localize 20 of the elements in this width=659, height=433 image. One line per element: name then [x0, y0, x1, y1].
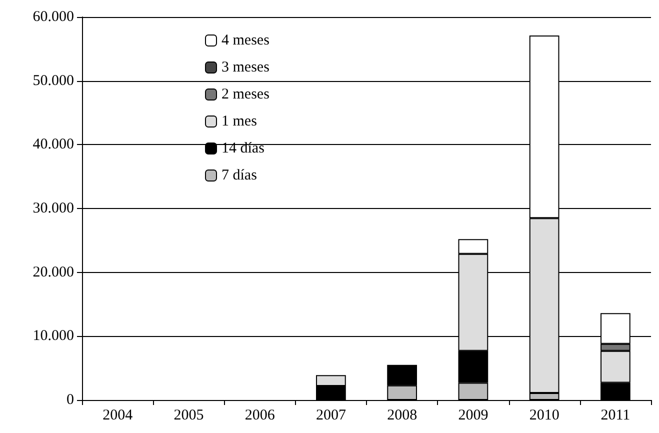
y-tick-label: 20.000 — [32, 264, 74, 280]
legend-label: 3 meses — [222, 60, 270, 76]
y-tick-label: 40.000 — [32, 136, 74, 153]
x-tick-label: 2009 — [458, 408, 488, 424]
legend-label: 1 mes — [222, 114, 258, 130]
y-tick-label: 30.000 — [32, 200, 74, 216]
y-tick-label: 60.000 — [32, 9, 74, 25]
legend-label: 2 meses — [222, 86, 270, 102]
x-tick-label: 2007 — [316, 408, 346, 424]
x-tick-label: 2004 — [102, 408, 134, 424]
x-tick-label: 2005 — [174, 408, 204, 424]
legend-label: 4 meses — [222, 32, 270, 48]
x-tick-label: 2010 — [529, 408, 560, 424]
y-tick-label: 50.000 — [32, 72, 74, 89]
x-tick-label: 2006 — [244, 408, 276, 424]
y-tick-label: 0 — [66, 392, 74, 408]
x-tick-label: 2011 — [600, 408, 630, 424]
x-tick-label: 2008 — [387, 408, 418, 424]
legend-label: 7 días — [222, 168, 258, 184]
y-tick-label: 10.000 — [32, 328, 74, 344]
